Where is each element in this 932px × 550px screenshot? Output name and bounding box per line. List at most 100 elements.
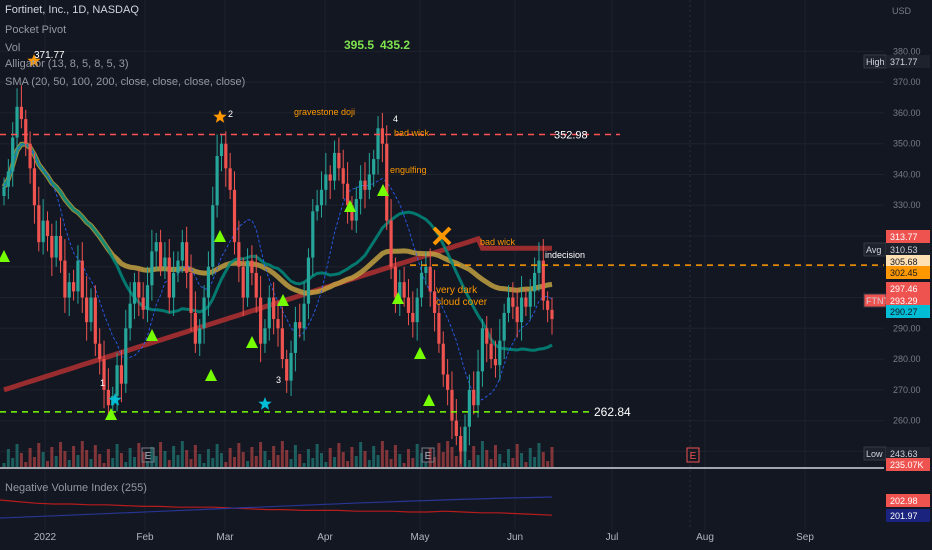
candle-body [541, 260, 545, 301]
price-tag-bg [886, 230, 930, 243]
pocket-pivot-marker [344, 200, 356, 212]
volume-bar [393, 445, 397, 467]
volume-bar [546, 461, 550, 467]
volume-bar [89, 459, 93, 467]
volume-bar [319, 453, 323, 467]
candle-body [459, 436, 463, 452]
candle-body [267, 297, 271, 329]
volume-bar [411, 458, 415, 467]
volume-bar [28, 448, 32, 467]
price-axis-unit: USD [892, 6, 912, 16]
volume-bar [167, 460, 171, 467]
indicator-sma: SMA (20, 50, 100, 200, close, close, clo… [5, 76, 246, 88]
volume-bar [541, 452, 545, 467]
price-axis-tick: 370.00 [893, 77, 921, 87]
volume-bar [515, 444, 519, 467]
volume-bar [32, 457, 36, 467]
volume-bar [185, 450, 189, 467]
indicator-volume: Vol [5, 42, 21, 54]
candle-body [245, 260, 250, 298]
volume-bar [293, 445, 297, 467]
annotation-label: 1 [100, 378, 105, 388]
volume-bar [263, 451, 267, 467]
candle-body [337, 152, 341, 169]
candle-body [19, 106, 23, 120]
volume-bar [267, 460, 271, 467]
volume-bar [367, 460, 371, 467]
annotation-label: engulfing [390, 165, 427, 175]
star-marker [108, 393, 122, 406]
annotation-label: 2 [228, 109, 233, 119]
volume-bar [193, 445, 197, 467]
volume-bar [433, 457, 437, 467]
volume-bar [324, 462, 328, 467]
volume-bar [472, 446, 476, 467]
candle-body [132, 282, 137, 304]
pocket-pivot-marker [246, 336, 258, 348]
overlay-value-b: 435.2 [380, 38, 411, 52]
price-tag-bg [886, 55, 930, 68]
candle-body [393, 266, 398, 298]
volume-bar [115, 444, 119, 467]
candle-body [519, 297, 524, 323]
price-tag-bg [886, 447, 930, 460]
volume-bar [254, 456, 258, 467]
pocket-pivot-marker [423, 394, 435, 406]
volume-bar [215, 444, 219, 467]
volume-bar [507, 449, 511, 467]
candle-body [54, 236, 58, 258]
volume-bar [550, 447, 554, 467]
candle-body [24, 119, 28, 144]
candle-body [80, 260, 84, 298]
volume-bar [219, 453, 223, 467]
candle-body [406, 297, 411, 313]
candle-body [124, 328, 128, 384]
volume-bar [72, 446, 76, 467]
candle-body [228, 168, 232, 190]
nvi-line [0, 499, 553, 516]
candle-body [350, 205, 354, 221]
candle-body [515, 306, 519, 323]
volume-bar [246, 461, 250, 467]
price-tag-value: 243.63 [890, 449, 918, 459]
price-tag-value: 302.45 [890, 268, 918, 278]
candle-body [158, 242, 163, 267]
candle-body [293, 322, 297, 353]
indicator-pocket-pivot: Pocket Pivot [5, 24, 67, 36]
volume-bar [476, 455, 480, 467]
candle-body [32, 168, 37, 206]
candle-body [480, 328, 485, 372]
volume-bar [306, 449, 310, 467]
candle-body [298, 322, 302, 329]
volume-bar [50, 447, 54, 467]
candle-body [506, 297, 511, 313]
volume-bar [424, 462, 428, 467]
candle-body [537, 260, 541, 273]
candle-body [367, 174, 371, 190]
candle-body [15, 106, 19, 138]
volume-bar [128, 448, 132, 467]
volume-bar [241, 452, 245, 467]
volume-bar [502, 463, 506, 467]
candle-body [263, 328, 267, 344]
candle-body [398, 282, 402, 298]
candle-body [550, 309, 554, 320]
volume-bar [45, 461, 49, 467]
pocket-pivot-marker [414, 347, 426, 359]
candle-body [89, 297, 93, 323]
price-tag-bg [886, 305, 930, 318]
candle-body [11, 137, 15, 172]
candle-body [289, 352, 293, 381]
candle-body [102, 359, 106, 390]
volume-bar [41, 452, 45, 467]
volume-bar [406, 449, 410, 467]
volume-bar [198, 454, 202, 467]
volume-bar [302, 463, 306, 467]
pocket-pivot-marker [214, 230, 226, 242]
annotation-label: bad wick [480, 237, 516, 247]
volume-bar [54, 456, 58, 467]
candle-body [141, 297, 145, 310]
volume-bar [233, 457, 237, 467]
candle-body [280, 328, 284, 360]
